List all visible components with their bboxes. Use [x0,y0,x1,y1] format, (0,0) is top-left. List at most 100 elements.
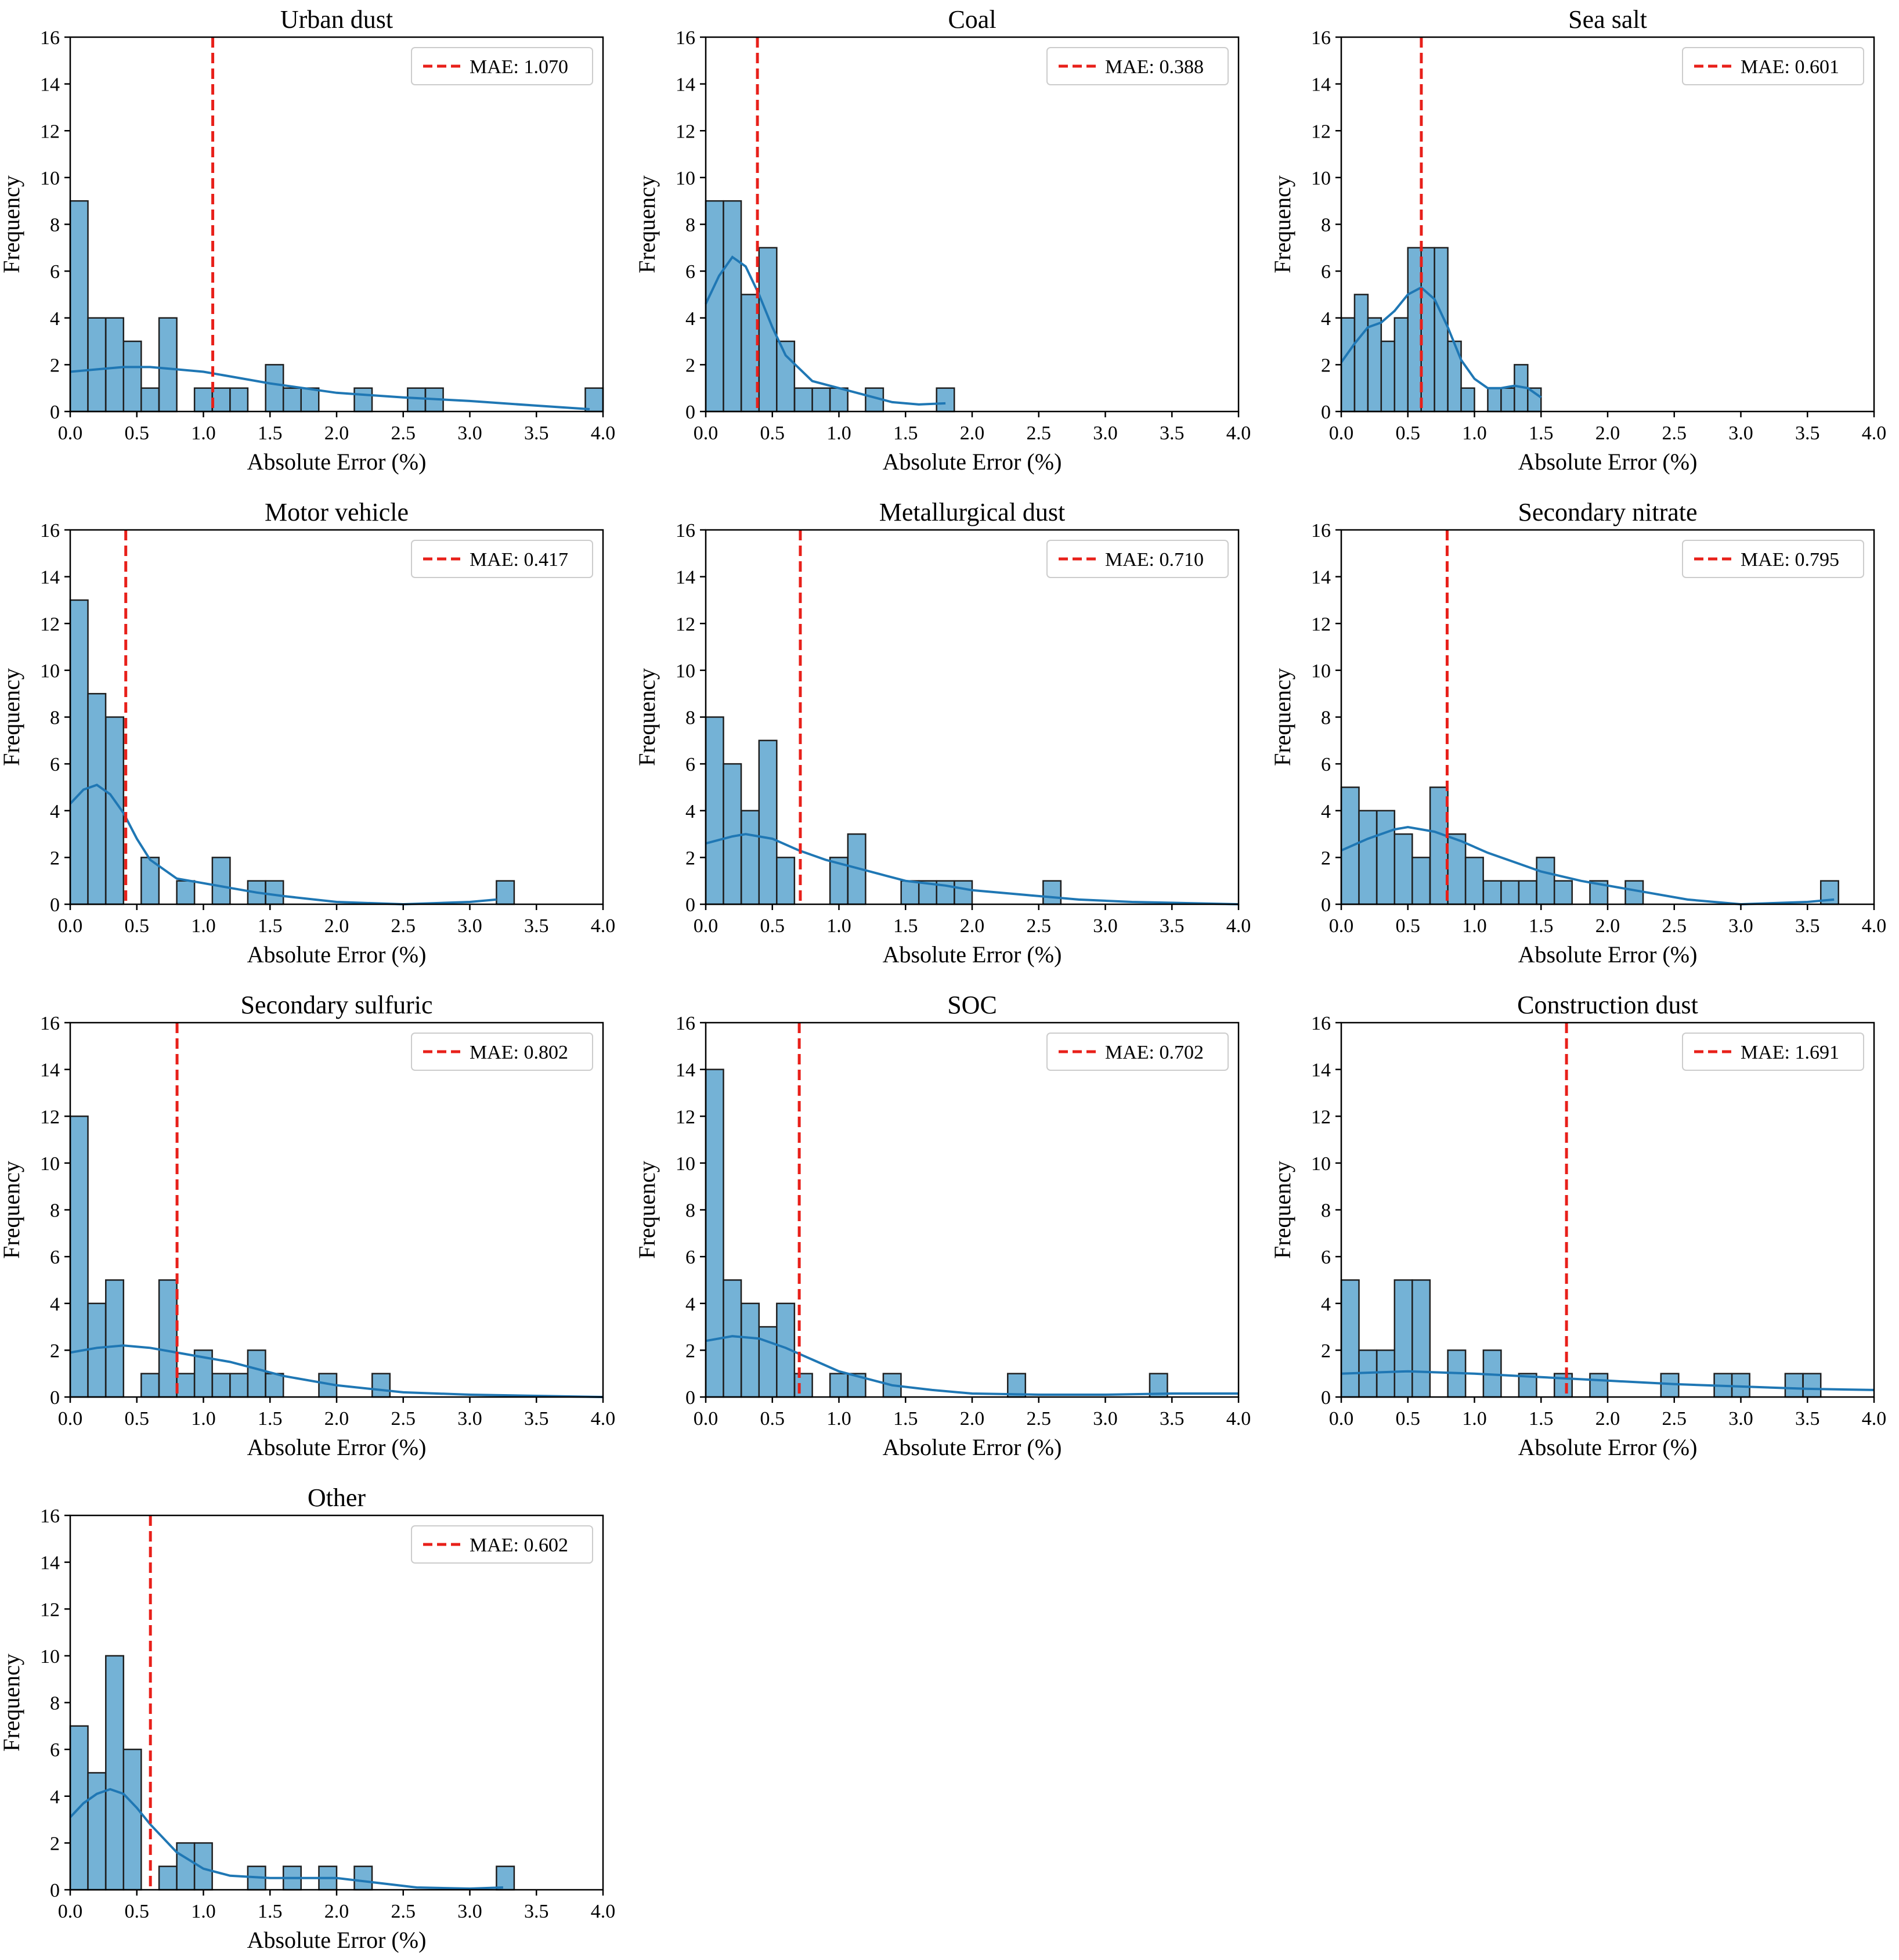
x-tick-label: 1.0 [1462,1408,1487,1430]
x-tick-label: 0.0 [58,1408,83,1430]
histogram-bar [1500,880,1520,905]
y-axis-label: Frequency [0,668,24,766]
y-tick-label: 10 [40,1646,60,1667]
x-tick-label: 1.0 [191,423,216,444]
x-tick-label: 0.0 [1329,915,1354,937]
histogram-bar [776,857,796,905]
histogram-bar [900,880,920,905]
y-tick-label: 12 [40,121,60,142]
histogram-bar [829,1373,849,1398]
y-tick-label: 0 [1321,894,1331,916]
y-tick-label: 8 [1321,708,1331,729]
histogram-bar [705,200,724,413]
legend-label: MAE: 0.702 [1105,1042,1204,1063]
axes-frame [1340,529,1875,905]
legend-box [411,1033,593,1071]
histogram-bar [741,1302,760,1398]
legend-box [411,47,593,85]
y-axis-label: Frequency [0,1654,24,1752]
histogram-bar [122,340,142,413]
x-tick-label: 0.5 [760,915,785,937]
x-tick-label: 1.5 [1529,915,1554,937]
x-tick-label: 3.5 [1795,915,1820,937]
x-tick-label: 2.5 [1662,423,1687,444]
histogram-bar [1042,880,1062,905]
x-tick-label: 3.5 [1160,1408,1185,1430]
x-axis-label: Absolute Error (%) [247,449,427,475]
x-tick-label: 2.0 [960,915,985,937]
y-axis-label: Frequency [1269,175,1295,273]
x-tick-label: 0.0 [694,1408,719,1430]
histogram-bar [1518,880,1537,905]
x-tick-label: 2.5 [1662,915,1687,937]
y-tick-label: 2 [50,1833,60,1854]
legend-label: MAE: 1.691 [1741,1042,1839,1063]
y-tick-label: 6 [685,1247,695,1268]
subplot-title: Construction dust [1517,991,1698,1019]
histogram-bar [1411,1279,1431,1398]
histogram-bar [211,1373,231,1398]
x-tick-label: 0.5 [125,1901,150,1922]
x-tick-label: 1.0 [191,1408,216,1430]
y-tick-label: 4 [685,801,695,822]
y-tick-label: 0 [1321,1387,1331,1409]
histogram-bar [793,387,813,413]
y-tick-label: 10 [676,168,695,189]
y-axis-label: Frequency [634,1161,660,1259]
histogram-bar [1376,1349,1396,1398]
histogram-bar [936,387,955,413]
x-tick-label: 4.0 [1862,915,1887,937]
histogram-bar [176,1842,196,1891]
histogram-bar [1420,247,1435,413]
histogram-bar [1802,1373,1822,1398]
kde-line [1340,286,1542,399]
histogram-bar [1460,387,1475,413]
x-tick-label: 3.5 [1160,423,1185,444]
x-tick-label: 3.0 [1728,423,1753,444]
y-tick-label: 14 [40,1553,60,1574]
x-tick-label: 1.5 [893,915,918,937]
x-tick-label: 3.5 [524,1408,549,1430]
x-tick-label: 4.0 [1226,1408,1251,1430]
histogram-bar [723,200,742,413]
histogram-bar [1482,880,1502,905]
histogram-bar [87,317,107,413]
x-tick-label: 0.5 [125,423,150,444]
y-tick-label: 0 [685,402,695,423]
histogram-bar [193,387,213,413]
x-tick-label: 0.0 [1329,423,1354,444]
y-tick-label: 16 [676,1013,695,1034]
x-tick-label: 0.5 [760,1408,785,1430]
histogram-bar [353,387,373,413]
y-tick-label: 0 [1321,402,1331,423]
histogram-bar [723,763,742,905]
x-tick-label: 2.5 [1662,1408,1687,1430]
x-tick-label: 3.0 [457,1901,482,1922]
legend-label: MAE: 0.795 [1741,549,1839,571]
x-tick-label: 3.5 [1795,423,1820,444]
histogram-bar [723,1279,742,1398]
axes-frame [69,36,604,413]
histogram-bar [211,857,231,905]
x-tick-label: 2.5 [391,1408,416,1430]
y-tick-label: 14 [40,74,60,96]
y-tick-label: 2 [50,1340,60,1362]
kde-line [705,255,946,406]
y-tick-label: 16 [1311,520,1331,542]
histogram-bar [1553,880,1573,905]
histogram-bar [793,1373,813,1398]
kde-line [1341,1370,1875,1391]
y-tick-label: 12 [676,1106,695,1128]
y-tick-label: 16 [40,1506,60,1527]
y-tick-label: 10 [676,660,695,682]
x-tick-label: 1.0 [826,423,851,444]
y-tick-label: 6 [1321,1247,1331,1268]
x-tick-label: 1.0 [191,915,216,937]
x-tick-label: 3.5 [524,915,549,937]
y-tick-label: 2 [685,1340,695,1362]
y-axis-label: Frequency [0,175,24,273]
y-tick-label: 6 [50,261,60,283]
y-tick-label: 12 [676,121,695,142]
y-tick-label: 4 [1321,1294,1331,1315]
y-tick-label: 14 [676,74,695,96]
